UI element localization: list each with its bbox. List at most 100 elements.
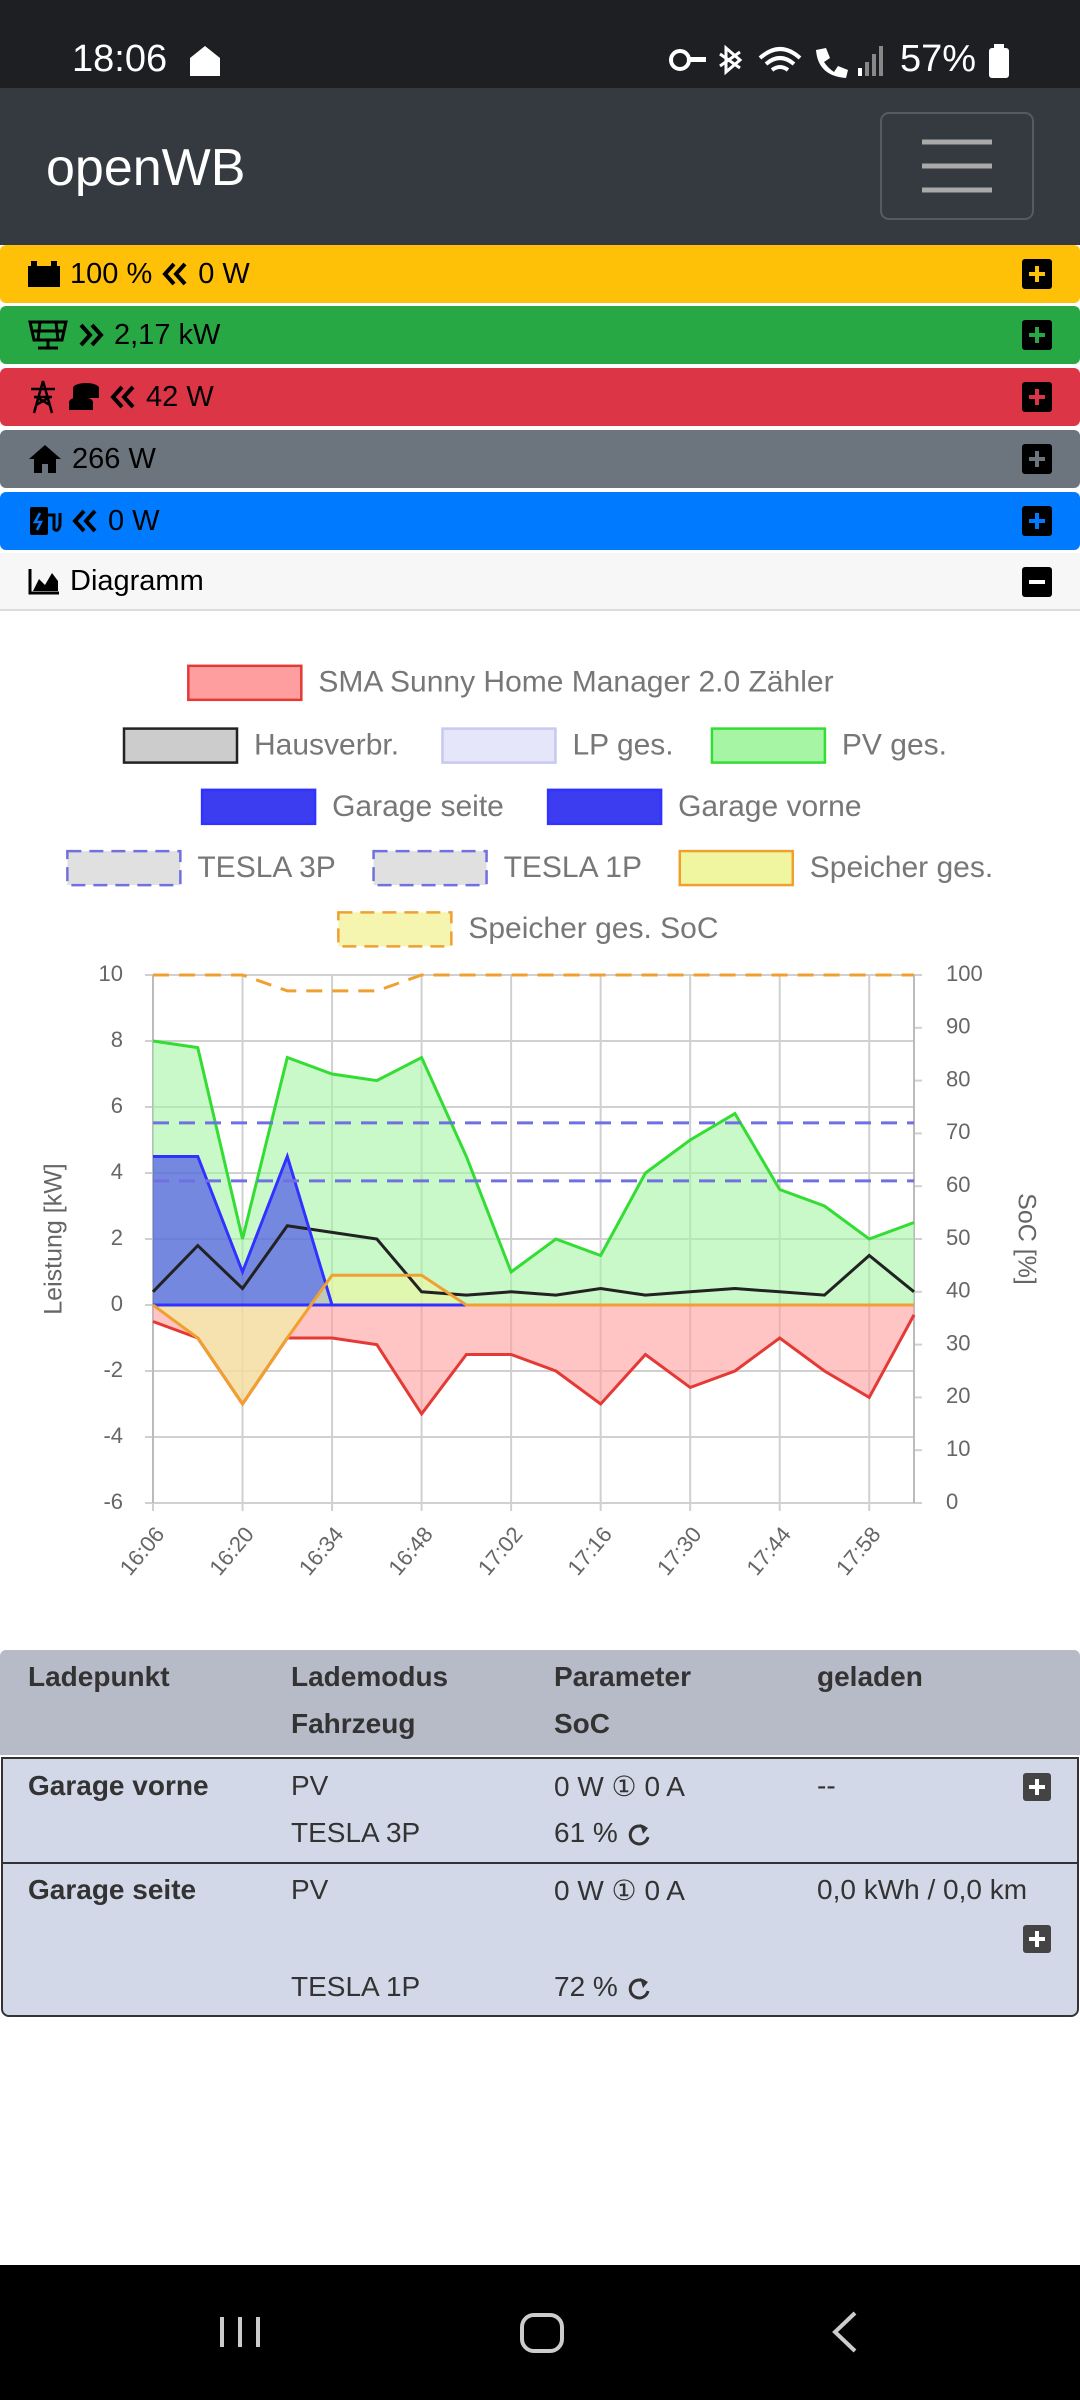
legend-label: TESLA 3P [197,851,335,884]
diagram-row[interactable]: Diagramm [0,553,1080,611]
vehicle: TESLA 3P [291,1817,421,1848]
collapse-button[interactable] [1022,567,1052,597]
expand-button[interactable] [1023,1925,1051,1953]
x-tick-label: 16:34 [294,1522,349,1580]
charger-icon [30,507,62,535]
y2-tick-label: 20 [946,1383,970,1408]
expand-button[interactable] [1023,1773,1051,1801]
x-tick-label: 16:06 [115,1522,170,1580]
y-tick-label: 8 [111,1027,123,1052]
charge-row[interactable]: 0 W [0,492,1080,550]
diagram-title: Diagramm [70,564,204,597]
home-icon [190,46,220,76]
legend-label: SMA Sunny Home Manager 2.0 Zähler [318,666,833,699]
battery-icon [28,261,60,287]
legend-label: TESLA 1P [504,851,642,884]
pv-row[interactable]: 2,17 kW [0,306,1080,364]
chargepoint-name: Garage vorne [28,1770,209,1801]
system-nav [0,2265,1080,2400]
refresh-icon[interactable] [626,1976,652,2002]
series-line [151,1224,915,1297]
pylon-icon [31,380,55,414]
y2-axis-label: SoC [%] [1012,1193,1040,1285]
series-area [153,1041,914,1305]
legend-label: Speicher ges. [810,851,993,884]
legend-swatch [441,727,557,764]
y2-tick-label: 90 [946,1014,970,1039]
y2-tick-label: 100 [946,961,983,986]
battery-soc: 100 % [70,257,153,290]
legend-swatch [337,911,453,948]
chevrons [79,323,104,347]
y2-tick-label: 0 [946,1489,958,1514]
series-line [152,1039,915,1275]
y2-tick-label: 30 [946,1330,970,1355]
grid-row[interactable]: 42 W [0,368,1080,426]
legend-swatch [200,788,317,826]
brand[interactable]: openWB [46,139,246,197]
header-cell: geladen [817,1661,923,1692]
header-cell: Ladepunkt [28,1661,170,1692]
house-icon [29,445,61,473]
menu-button[interactable] [880,112,1034,220]
vehicle-soc: 72 % [554,1971,618,2002]
clock: 18:06 [72,38,168,80]
house-row[interactable]: 266 W [0,430,1080,488]
legend-swatch [122,727,239,764]
expand-button[interactable] [1022,320,1052,350]
legend-swatch [546,788,663,826]
coins-icon [69,383,99,410]
y-tick-label: 2 [111,1225,123,1250]
chevrons [72,509,97,533]
x-tick-label: 16:48 [383,1522,438,1580]
refresh-icon[interactable] [626,1822,652,1848]
expand-button[interactable] [1022,382,1052,412]
house-power: 266 W [72,442,156,475]
y-tick-label: -2 [103,1357,123,1382]
x-tick-label: 16:20 [204,1522,259,1580]
legend-label: Garage seite [332,790,504,823]
x-tick-label: 17:58 [831,1522,886,1580]
y-axis-label: Leistung [kW] [40,1163,68,1314]
series-line [153,973,914,993]
battery-icon [989,44,1009,78]
battery-power: 0 W [198,257,250,290]
x-tick-label: 17:02 [473,1522,528,1580]
x-tick-label: 17:30 [652,1522,707,1580]
chevrons [110,385,135,409]
charge-mode: PV [291,1770,329,1801]
navbar: openWB [0,88,1080,245]
legend-label: Speicher ges. SoC [468,912,718,945]
y2-tick-label: 60 [946,1172,970,1197]
legend-label: Garage vorne [678,790,861,823]
nav-buttons[interactable] [0,2265,1080,2400]
y-tick-label: -6 [103,1489,123,1514]
header-cell: Parameter [554,1661,691,1692]
expand-button[interactable] [1022,506,1052,536]
parameter: 0 W ① 0 A [554,1875,685,1906]
pv-power: 2,17 kW [114,318,221,351]
row-divider [1,1862,1077,1864]
charged: -- [817,1770,836,1801]
vehicle-soc: 61 % [554,1817,618,1848]
grid-power: 42 W [146,380,214,413]
y2-tick-label: 80 [946,1066,970,1091]
chart-icon [28,569,59,595]
chevrons [162,262,187,286]
y-tick-label: -4 [103,1423,123,1448]
battery-row[interactable]: 100 % 0 W [0,245,1080,303]
y-tick-label: 10 [99,961,123,986]
charge-mode: PV [291,1874,329,1905]
parameter: 0 W ① 0 A [554,1771,685,1802]
expand-button[interactable] [1022,259,1052,289]
x-tick-label: 17:44 [741,1522,796,1580]
status-icons [669,44,883,78]
expand-button[interactable] [1022,444,1052,474]
x-tick-label: 17:16 [562,1522,617,1580]
chargepoint-name: Garage seite [28,1874,197,1905]
charge-power: 0 W [108,504,160,537]
legend-label: LP ges. [572,729,673,762]
legend-swatch [66,849,182,887]
legend-swatch [372,849,488,887]
